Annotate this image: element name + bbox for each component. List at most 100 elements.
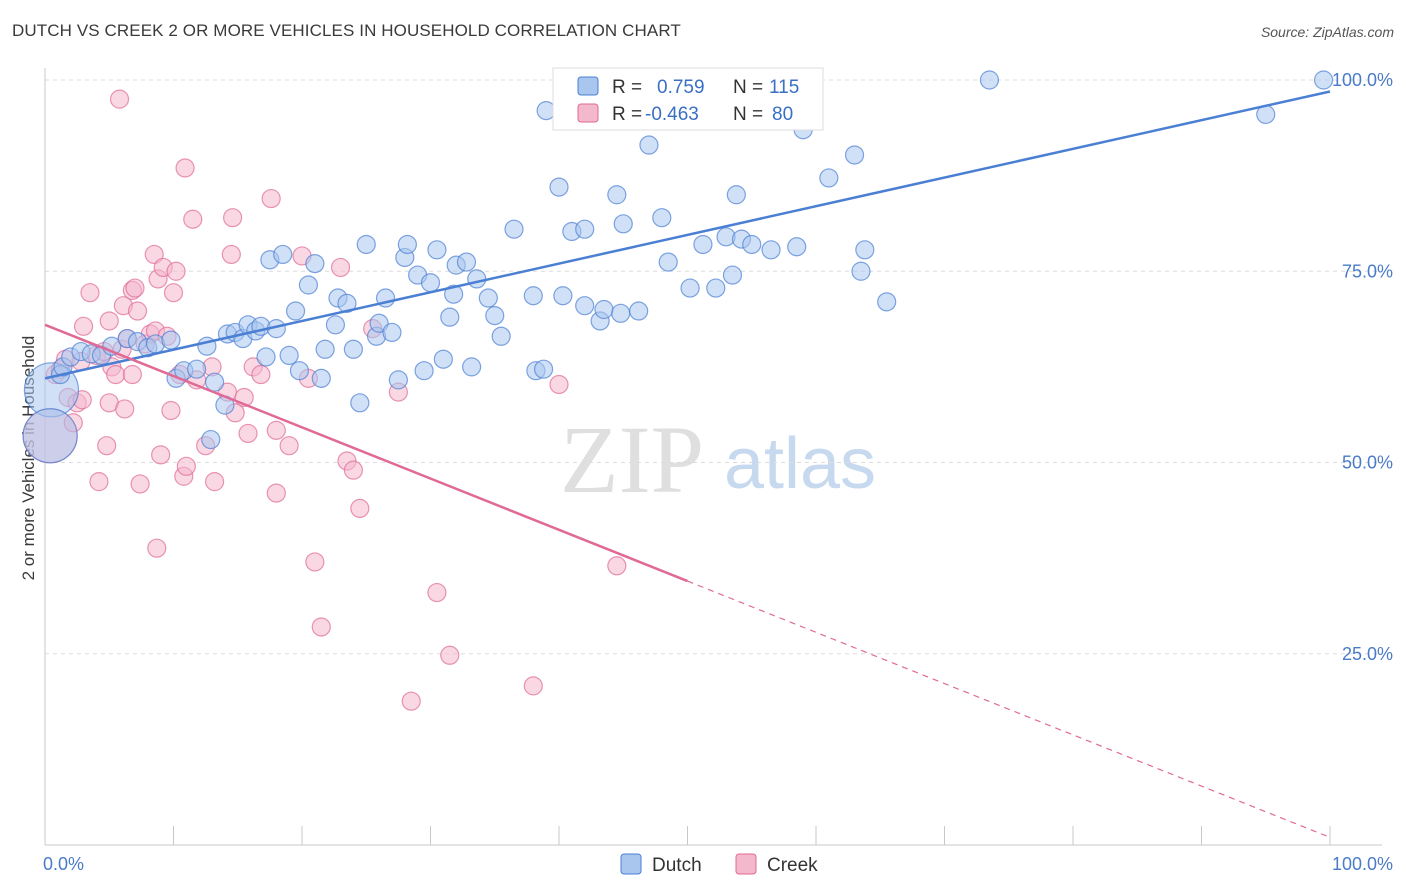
creek-point-73 [427,582,447,603]
creek-point-64 [305,552,325,572]
creek-point-26 [125,278,145,298]
series-dutch-points [22,70,1334,464]
dutch-point-86 [706,278,726,298]
dutch-point-100 [979,70,1000,90]
y-tick-label-3: 25.0% [1342,644,1393,664]
grid-lines [45,79,1382,655]
creek-point-22 [115,399,135,419]
dutch-point-81 [639,135,659,155]
dutch-point-34 [298,275,319,295]
x-tick-label-0: 0.0% [43,854,84,874]
trend-lines [44,90,1331,838]
dutch-point-84 [680,278,700,298]
y-tick-label-1: 75.0% [1342,261,1393,281]
creek-point-77 [607,556,627,576]
dutch-point-36 [311,368,331,388]
dutch-point-69 [536,100,556,121]
legend-creek-r-label: R = [612,104,642,125]
dutch-point-62 [478,288,498,308]
dutch-point-79 [613,214,633,234]
creek-point-59 [266,483,286,503]
creek-point-10 [80,283,100,303]
creek-point-68 [343,460,363,480]
legend-creek-swatch [577,103,599,123]
creek-point-60 [266,420,286,440]
legend-dutch-n-label: N = [733,77,763,98]
y-tick-label-0: 100.0% [1332,70,1393,90]
axes [44,68,1382,846]
dutch-point-97 [851,261,871,281]
creek-point-61 [279,436,299,456]
legend-dutch-r-label: R = [612,77,642,98]
dutch-point-64 [491,326,511,346]
dutch-point-30 [273,244,293,265]
creek-point-28 [130,474,150,494]
dutch-point-38 [325,315,346,335]
dutch-point-83 [658,252,678,272]
creek-point-43 [175,158,195,178]
dutch-point-47 [382,322,402,343]
creek-point-76 [549,374,569,395]
creek-point-12 [89,472,109,492]
dutch-point-32 [285,301,306,321]
creek-point-49 [205,472,225,492]
dutch-point-1 [22,408,78,464]
creek-point-27 [127,301,148,321]
legend-dutch-swatch [577,76,599,96]
legend-dutch-n-value: 115 [769,77,799,98]
dutch-point-74 [575,296,595,316]
creek-point-39 [163,283,184,303]
dutch-point-99 [877,292,897,312]
creek-point-44 [176,456,196,476]
dutch-point-57 [444,284,464,304]
creek-point-18 [106,364,126,385]
bottom-legend-dutch-label: Dutch [652,855,702,876]
creek-point-33 [147,538,167,558]
creek-point-72 [401,691,421,711]
creek-point-58 [261,188,281,209]
dutch-trend-line [44,90,1331,380]
watermark-atlas: atlas [724,424,876,504]
top-legend: R = 0.759 N = 115 R = -0.463 N = 80 [552,67,824,131]
dutch-point-19 [205,372,225,392]
legend-creek-n-value: 80 [772,104,793,125]
dutch-point-96 [844,145,865,165]
dutch-point-63 [485,306,505,326]
creek-point-35 [151,445,171,465]
x-tick-labels: 0.0% 100.0% [43,854,1393,874]
dutch-point-16 [187,359,207,379]
dutch-point-85 [693,234,713,255]
dutch-point-31 [279,345,299,365]
legend-creek-n-label: N = [733,104,763,125]
dutch-point-48 [388,370,408,390]
y-tick-label-2: 50.0% [1342,453,1393,473]
creek-point-38 [161,400,181,421]
dutch-point-27 [256,347,276,367]
dutch-point-95 [819,168,839,188]
dutch-point-43 [356,234,376,255]
dutch-point-56 [440,307,460,327]
legend-creek-r-value: -0.463 [645,104,699,125]
creek-point-16 [99,311,119,331]
dutch-point-102 [1313,70,1334,90]
bottom-legend-creek-swatch [735,853,757,875]
watermark-zip: ZIP [560,406,704,513]
dutch-point-53 [420,273,441,293]
dutch-point-70 [549,177,569,197]
creek-point-31 [144,244,164,265]
dutch-point-42 [350,393,370,413]
dutch-point-76 [594,299,614,320]
chart-title: DUTCH VS CREEK 2 OR MORE VEHICLES IN HOU… [12,21,681,40]
dutch-point-37 [315,339,335,359]
x-tick-label-1: 100.0% [1332,854,1393,874]
dutch-point-92 [761,240,781,260]
dutch-point-52 [414,361,434,381]
creek-point-57 [251,364,271,385]
dutch-point-80 [629,301,649,321]
legend-dutch-r-value: 0.759 [657,77,705,98]
creek-point-74 [440,645,460,665]
creek-point-14 [97,436,117,456]
dutch-point-89 [726,185,746,205]
series-creek-points [22,89,627,711]
